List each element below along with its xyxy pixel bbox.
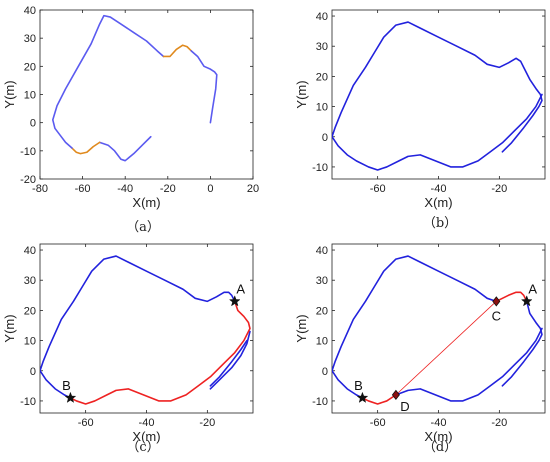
panel-a-series-0 <box>98 135 152 162</box>
panel-c-data <box>40 255 251 405</box>
panel-c-ytick-label: 30 <box>24 275 36 287</box>
panel-b-ytick-label: -10 <box>312 162 328 174</box>
panel-c-xtick-label: -60 <box>78 417 94 429</box>
panel-b-axes-box <box>331 9 546 180</box>
panel-b-ylabel: Y(m) <box>294 80 309 108</box>
panel-d-point-d-marker <box>391 389 400 401</box>
panel-d-point-c-label: C <box>492 308 501 323</box>
panel-c-series-2 <box>40 369 72 399</box>
panel-d-xtick-label: -60 <box>370 417 386 429</box>
panel-c-point-b-marker <box>64 391 77 403</box>
panel-a-ytick-label: -10 <box>20 146 36 158</box>
panel-a-ytick-label: 0 <box>30 118 36 130</box>
panel-d-xlabel: X(m) <box>424 429 452 444</box>
panel-d-xtick-label: -40 <box>431 417 447 429</box>
panel-a-ytick-label: 40 <box>24 5 36 17</box>
panel-b: -60 -40 -20 -10 0 10 20 30 40 X(m) Y(m) （b） <box>294 9 546 231</box>
panel-b-ytick-label: 20 <box>316 71 328 83</box>
panel-c-xtick-label: -40 <box>139 417 155 429</box>
panel-c-ytick-label: 40 <box>24 245 36 257</box>
panel-b-ytick-label: 0 <box>322 132 328 144</box>
panel-b-xlabel: X(m) <box>424 195 452 210</box>
panel-b-ytick-label: 40 <box>316 11 328 23</box>
panel-c-ytick-label: 20 <box>24 305 36 317</box>
panel-a-series-2 <box>51 14 165 149</box>
panel-d-xtick-label: -20 <box>491 417 507 429</box>
panel-c-caption: （c） <box>126 440 159 455</box>
panel-c-point-a-marker <box>228 295 241 307</box>
panel-b-xtick-label: -60 <box>370 183 386 195</box>
panel-c-ylabel: Y(m) <box>2 314 17 342</box>
panel-a-series-3 <box>162 44 193 58</box>
panel-c-series-4 <box>69 300 251 405</box>
panel-a-caption: （a） <box>126 220 160 235</box>
panel-b-xtick-label: -40 <box>431 183 447 195</box>
panel-a-ytick-label: 20 <box>24 61 36 73</box>
panel-a-ytick-label: 30 <box>24 33 36 45</box>
panel-a-xtick-label: -60 <box>75 183 91 195</box>
panel-d-caption: （d） <box>423 440 457 455</box>
panel-a-data <box>51 14 218 162</box>
panel-b-series-0 <box>332 21 543 153</box>
panel-c-series-1 <box>40 255 236 372</box>
panel-d-ytick-label: 30 <box>316 275 328 287</box>
panel-c-xtick-label: -20 <box>199 417 215 429</box>
panel-c-series-3 <box>209 330 251 390</box>
panel-d-data <box>332 255 543 405</box>
panel-b-series-1 <box>332 93 543 171</box>
panel-a-axes-box <box>39 9 254 180</box>
panel-d-series-5 <box>395 327 543 402</box>
panel-a-xtick-label: -80 <box>32 183 48 195</box>
panel-c-point-a-label: A <box>236 281 245 296</box>
panel-d-series-2 <box>332 255 498 372</box>
panel-a-series-1 <box>71 141 101 155</box>
panel-a: -80 -60 -40 -20 0 20 -20 -10 0 10 20 30 40 X(m) Y(m) （a… <box>2 5 259 235</box>
panel-c-ytick-label: 10 <box>24 336 36 348</box>
panel-c-ytick-label: -10 <box>20 396 36 408</box>
panel-d-ytick-label: 40 <box>316 245 328 257</box>
panel-d-ytick-label: 20 <box>316 305 328 317</box>
panel-d-series-6 <box>395 300 497 396</box>
panel-c-point-b-label: B <box>62 378 71 393</box>
panel-c-ytick-label: 0 <box>30 366 36 378</box>
panel-d-point-a-marker <box>520 295 533 307</box>
panel-b-ytick-label: 10 <box>316 102 328 114</box>
panel-d-point-b-label: B <box>354 378 363 393</box>
panel-d-series-0 <box>501 300 543 387</box>
panel-a-ytick-label: 10 <box>24 90 36 102</box>
panel-c-axes-box <box>39 243 254 414</box>
panel-d-point-d-label: D <box>400 399 409 414</box>
panel-a-xtick-label: -40 <box>117 183 133 195</box>
panel-d: -60 -40 -20 -10 0 10 20 30 40 X(m) Y(m) （d） A B C D <box>294 243 546 455</box>
panel-a-xtick-label: -20 <box>160 183 176 195</box>
panel-d-ylabel: Y(m) <box>294 314 309 342</box>
panel-b-data <box>332 21 543 171</box>
panel-a-series-4 <box>190 50 218 124</box>
panel-d-point-a-label: A <box>528 281 537 296</box>
panel-d-ytick-label: -10 <box>312 396 328 408</box>
panel-a-xtick-label: 0 <box>207 183 213 195</box>
panel-c: -60 -40 -20 -10 0 10 20 30 40 X(m) Y(m) （c） A B <box>2 243 254 455</box>
panel-b-caption: （b） <box>423 216 457 231</box>
panel-d-series-1 <box>495 291 528 303</box>
panel-b-ytick-label: 30 <box>316 41 328 53</box>
panel-b-xtick-label: -20 <box>491 183 507 195</box>
panel-d-ytick-label: 0 <box>322 366 328 378</box>
panel-d-point-c-marker <box>492 296 501 307</box>
panel-d-ytick-label: 10 <box>316 336 328 348</box>
panel-a-ylabel: Y(m) <box>2 80 17 108</box>
panel-c-xlabel: X(m) <box>132 429 160 444</box>
panel-a-xlabel: X(m) <box>132 195 160 210</box>
panel-c-series-0 <box>209 339 248 387</box>
panel-d-series-3 <box>332 369 364 399</box>
panel-d-axes-box <box>331 243 546 414</box>
panel-a-ytick-label: -20 <box>20 174 36 186</box>
panel-d-series-4 <box>361 394 397 405</box>
panel-a-xtick-label: 20 <box>247 183 259 195</box>
panel-d-point-b-marker <box>356 391 369 403</box>
